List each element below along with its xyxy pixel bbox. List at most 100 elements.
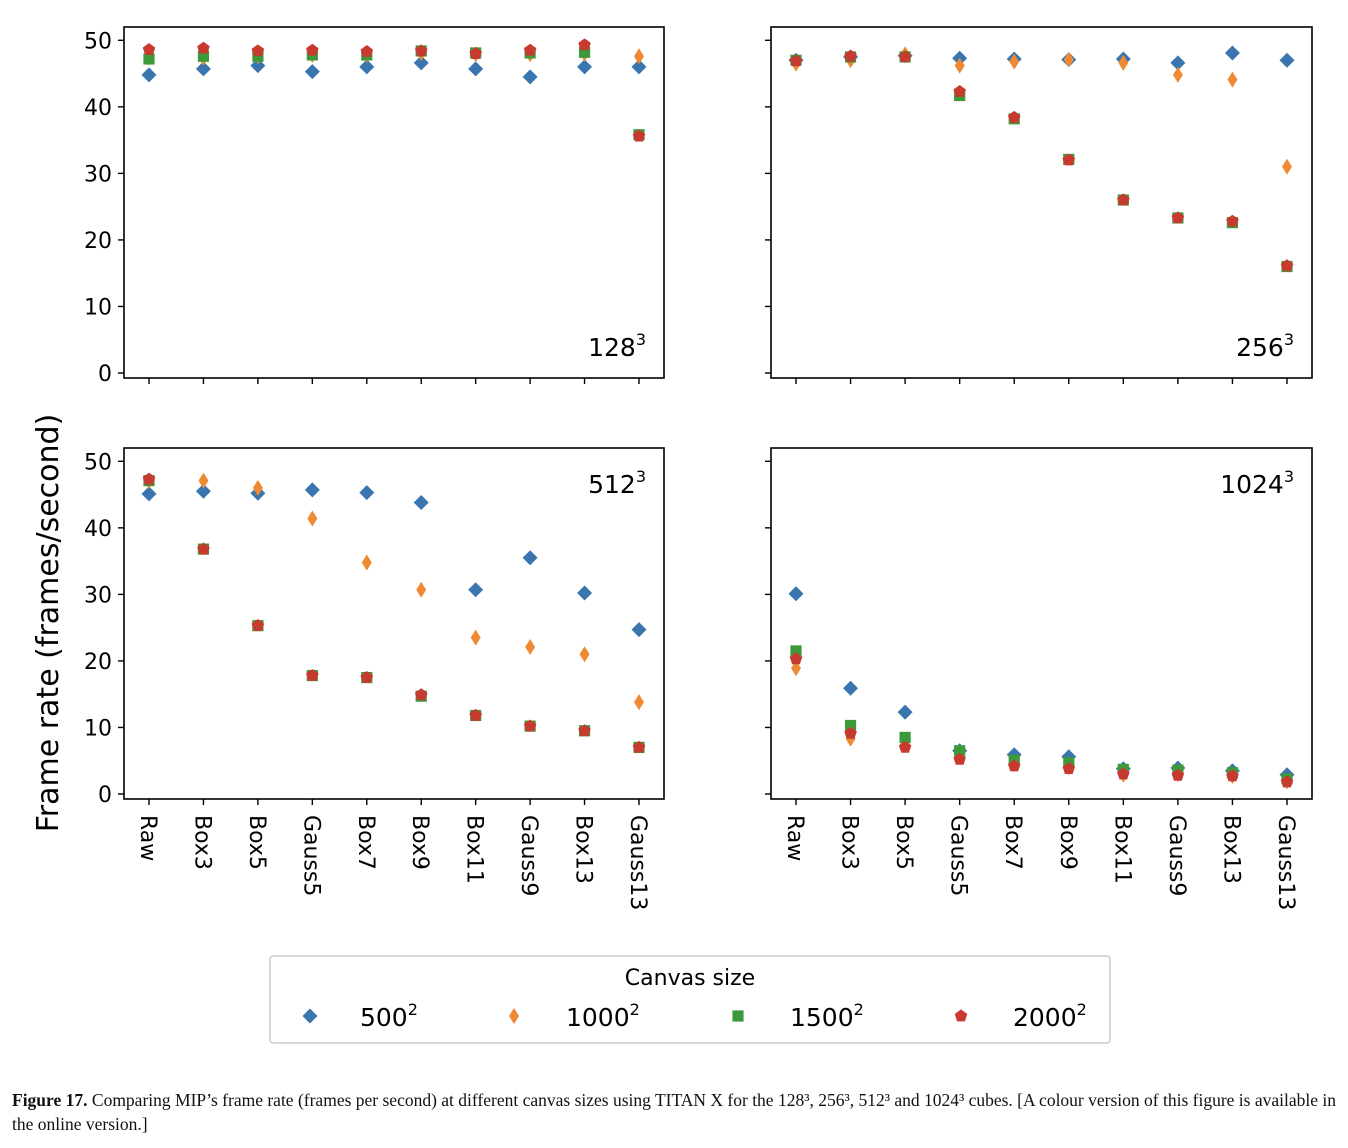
data-point <box>304 64 320 80</box>
panel-label: 10243 <box>1220 467 1294 499</box>
x-tick-label: Gauss9 <box>1164 815 1189 896</box>
y-axis-label: Frame rate (frames/second) <box>31 414 66 833</box>
data-point <box>954 745 966 757</box>
data-point <box>1009 53 1020 70</box>
panel-label: 2563 <box>1236 330 1294 362</box>
data-point <box>1227 71 1238 88</box>
x-tick-label: Gauss5 <box>946 815 971 896</box>
data-point <box>1171 211 1185 224</box>
y-tick-label: 40 <box>84 517 112 542</box>
data-point <box>142 472 156 485</box>
y-tick-label: 10 <box>84 295 112 320</box>
data-point <box>1280 259 1294 272</box>
panel-512: 0 10 20 30 40 50 Raw Box3 Box5 Gauss5 Box7 Box9 Box1… <box>84 447 665 910</box>
figure-caption: Figure 17. Comparing MIP’s frame rate (f… <box>12 1088 1338 1136</box>
y-tick-label: 20 <box>84 229 112 254</box>
legend-entry-label: 20002 <box>1013 1000 1087 1032</box>
data-point <box>953 84 966 97</box>
x-tick-label: Box7 <box>1000 815 1025 870</box>
data-point <box>304 482 320 498</box>
panel-256: 2563 <box>765 26 1313 384</box>
x-tick-label: Gauss9 <box>516 815 541 896</box>
x-tick-label: Box9 <box>1055 815 1080 870</box>
panel-label: 5123 <box>588 467 646 499</box>
data-point <box>306 43 319 56</box>
legend-entry-label: 5002 <box>360 1000 418 1032</box>
data-point <box>360 670 374 683</box>
caption-text: Comparing MIP’s frame rate (frames per s… <box>12 1090 1336 1134</box>
legend-title: Canvas size <box>625 966 755 991</box>
data-point <box>788 586 804 602</box>
data-point <box>631 59 647 75</box>
data-point <box>898 740 912 753</box>
x-tick-label: Raw <box>782 815 807 861</box>
data-point <box>142 43 156 55</box>
data-point <box>468 61 484 77</box>
data-point <box>844 726 857 739</box>
x-tick-label: Box5 <box>244 815 269 870</box>
x-tick-label: Box13 <box>1218 815 1243 884</box>
data-point <box>1170 55 1186 71</box>
data-point <box>1063 51 1074 68</box>
data-point <box>141 67 157 83</box>
x-tick-label: Box3 <box>837 815 862 870</box>
data-point <box>579 646 590 663</box>
data-point <box>1007 759 1021 772</box>
data-point <box>632 129 646 142</box>
plot-frame <box>770 447 1313 800</box>
y-tick-label: 30 <box>84 583 112 608</box>
data-point <box>522 69 538 85</box>
data-point <box>469 47 482 59</box>
data-point <box>953 752 966 765</box>
data-point <box>361 554 372 571</box>
data-point <box>413 495 429 511</box>
x-tick-label: Box11 <box>1109 815 1134 884</box>
data-point <box>844 49 857 62</box>
panel-label: 1283 <box>588 330 646 362</box>
y-tick-label: 10 <box>84 716 112 741</box>
data-point <box>1172 66 1183 83</box>
data-point <box>1062 762 1076 775</box>
panel-1024: Raw Box3 Box5 Gauss5 Box7 Box9 Box11 Gauss9 Box1… <box>765 447 1313 910</box>
legend-entries: 5002 10002 15002 20002 <box>302 1000 1087 1032</box>
data-point <box>469 708 482 721</box>
legend: Canvas size 5002 10002 15002 20002 <box>269 955 1111 1044</box>
data-point <box>251 44 265 57</box>
data-point <box>789 652 803 665</box>
data-point <box>1224 45 1240 61</box>
data-point <box>631 622 647 638</box>
data-point <box>1007 110 1021 123</box>
data-point <box>523 43 537 56</box>
data-point <box>789 54 803 67</box>
data-point <box>1226 214 1239 227</box>
data-point <box>1279 52 1295 68</box>
data-point <box>195 483 211 499</box>
data-point <box>1117 193 1130 206</box>
data-point <box>251 619 265 631</box>
data-point <box>414 688 428 701</box>
legend-marker <box>509 1008 519 1024</box>
y-tick-label: 50 <box>84 450 112 475</box>
plot-frame <box>123 447 665 800</box>
data-point <box>143 53 155 65</box>
data-point <box>897 704 913 720</box>
data-point <box>898 50 912 63</box>
data-point <box>416 581 427 598</box>
x-tick-label: Box9 <box>407 815 432 870</box>
x-tick-label: Box5 <box>891 815 916 870</box>
data-point <box>359 59 375 75</box>
data-point <box>1171 768 1185 781</box>
data-point <box>141 486 157 502</box>
plot-frame <box>770 26 1313 379</box>
y-tick-label: 20 <box>84 650 112 675</box>
legend-marker <box>954 1009 968 1022</box>
data-point <box>954 57 965 74</box>
y-tick-label: 50 <box>84 29 112 54</box>
data-point <box>470 629 481 646</box>
data-point <box>844 719 857 732</box>
data-point <box>577 585 593 601</box>
legend-entry-label: 15002 <box>790 1000 864 1032</box>
data-point <box>468 582 484 598</box>
x-tick-label: Gauss13 <box>1273 815 1298 910</box>
legend-marker <box>732 1010 744 1022</box>
